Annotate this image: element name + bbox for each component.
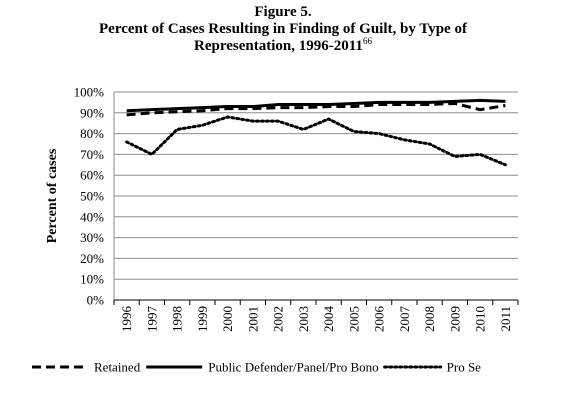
title-block: Figure 5. Percent of Cases Resulting in … <box>58 4 508 55</box>
y-tick-label: 20% <box>80 251 104 266</box>
y-tick-label: 0% <box>87 293 105 308</box>
x-tick-label: 2000 <box>220 306 235 332</box>
x-tick-label: 2007 <box>397 306 412 333</box>
chart-subtitle: Percent of Cases Resulting in Finding of… <box>58 21 508 55</box>
legend-label: Pro Se <box>447 360 482 375</box>
y-tick-label: 70% <box>80 147 104 162</box>
x-tick-label: 2009 <box>447 306 462 332</box>
x-tick-label: 1998 <box>170 306 185 332</box>
series-line <box>125 115 507 167</box>
x-tick-label: 2002 <box>271 306 286 332</box>
x-tick-label: 2005 <box>346 306 361 332</box>
x-tick-label: 1997 <box>144 306 159 333</box>
x-tick-label: 2004 <box>321 306 336 333</box>
x-tick-label: 2010 <box>473 306 488 332</box>
y-tick-label: 80% <box>80 126 104 141</box>
y-tick-label: 90% <box>80 105 104 120</box>
legend-label: Public Defender/Panel/Pro Bono <box>208 360 378 375</box>
y-tick-label: 30% <box>80 230 104 245</box>
x-tick-label: 2011 <box>498 306 513 332</box>
x-tick-label: 2006 <box>372 306 387 333</box>
y-tick-label: 50% <box>80 189 104 204</box>
series-line <box>126 98 506 113</box>
series-line <box>126 101 506 117</box>
x-tick-label: 2001 <box>245 306 260 332</box>
x-tick-label: 1999 <box>195 306 210 332</box>
y-tick-label: 100% <box>74 85 105 100</box>
x-tick-label: 1996 <box>119 306 134 333</box>
x-tick-label: 2003 <box>296 306 311 332</box>
subtitle-text: Percent of Cases Resulting in Finding of… <box>99 21 467 54</box>
y-axis-label: Percent of cases <box>45 148 60 243</box>
chart-title: Figure 5. <box>254 4 312 20</box>
footnote-ref: 66 <box>362 36 372 46</box>
legend-label: Retained <box>94 360 141 375</box>
y-tick-label: 40% <box>80 209 104 224</box>
y-tick-label: 60% <box>80 168 104 183</box>
x-tick-label: 2008 <box>422 306 437 332</box>
y-tick-label: 10% <box>80 272 104 287</box>
